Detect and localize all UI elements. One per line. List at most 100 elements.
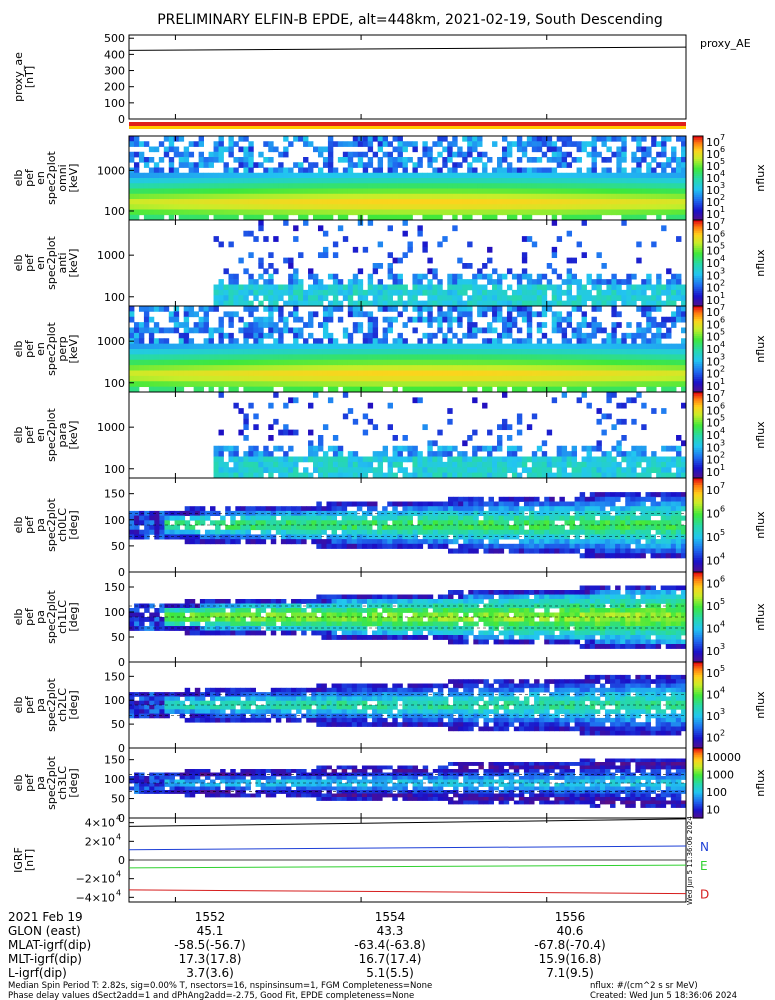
spectrogram-cell — [427, 157, 433, 163]
spectrogram-cell — [551, 268, 558, 275]
spectrogram-cell — [556, 273, 563, 280]
spectrogram-cell — [601, 178, 607, 184]
spectrogram-cell — [311, 529, 317, 535]
spectrogram-cell — [457, 162, 463, 168]
spectrogram-cell — [611, 472, 617, 479]
spectrogram-cell — [235, 529, 241, 535]
spectrogram-cell — [332, 183, 339, 189]
spectrogram-cell — [213, 472, 219, 479]
spectrogram-cell — [601, 141, 607, 147]
spectrogram-cell — [173, 178, 180, 184]
spectrogram-cell — [213, 209, 219, 216]
spectrogram-cell — [541, 467, 548, 474]
spectrogram-cell — [193, 381, 200, 388]
spectrogram-cell — [442, 178, 448, 184]
spectrogram-cell — [531, 349, 538, 355]
spectrogram-cell — [337, 467, 344, 474]
spectrogram-cell — [313, 386, 319, 393]
spectrogram-cell — [233, 284, 239, 291]
spectrogram-cell — [621, 381, 627, 388]
spectrogram-cell — [579, 520, 586, 526]
spectrogram-cell — [518, 515, 525, 521]
spectrogram-cell — [298, 365, 304, 371]
spectrogram-cell — [472, 279, 478, 285]
spectrogram-cell — [362, 151, 369, 158]
spectrogram-cell — [258, 284, 264, 291]
spectrogram-cell — [635, 553, 641, 559]
spectrogram-cell — [203, 157, 209, 163]
spectrogram-cell — [544, 520, 550, 526]
spectrogram-cell — [571, 445, 577, 452]
spectrogram-cell — [671, 349, 677, 355]
spectrogram-cell — [372, 375, 379, 382]
spectrogram-cell — [559, 539, 565, 545]
spectrogram-cell — [561, 349, 568, 355]
spectrogram-cell — [377, 381, 384, 388]
spectrogram-spec_perp — [129, 306, 687, 393]
spectrogram-cell — [275, 529, 282, 535]
spectrogram-cell — [258, 300, 264, 307]
spectrogram-cell — [497, 199, 503, 205]
spectrogram-cell — [615, 543, 621, 549]
spectrogram-cell — [303, 300, 309, 307]
spectrogram-cell — [611, 295, 617, 302]
spectrogram-cell — [511, 273, 518, 280]
spectrogram-cell — [198, 370, 204, 377]
spectrogram-cell — [263, 141, 269, 147]
spectrogram-cell — [402, 354, 408, 361]
spectrogram-cell — [268, 141, 274, 147]
spectrogram-cell — [546, 136, 553, 142]
spectrogram-cell — [511, 193, 518, 200]
spectrogram-cell — [586, 204, 592, 210]
spectrogram-cell — [218, 284, 224, 291]
spectrogram-cell — [427, 375, 433, 382]
spectrogram-cell — [253, 349, 259, 355]
spectrogram-cell — [626, 332, 632, 339]
spectrogram-cell — [218, 365, 224, 371]
spectrogram-cell — [422, 193, 428, 200]
spectrogram-cell — [477, 289, 483, 296]
spectrogram-cell — [526, 188, 533, 195]
spectrogram-cell — [402, 525, 408, 531]
spectrogram-cell — [616, 157, 622, 163]
spectrogram-cell — [546, 167, 553, 174]
spectrogram-cell — [681, 375, 687, 382]
spectrogram-cell — [448, 515, 454, 521]
spectrogram-cell — [143, 306, 150, 312]
spectrogram-cell — [566, 162, 573, 168]
spectrogram-cell — [551, 386, 558, 393]
spectrogram-cell — [392, 279, 398, 285]
spectrogram-cell — [576, 343, 582, 350]
spectrogram-cell — [273, 172, 279, 179]
spectrogram-cell — [671, 204, 677, 210]
spectrogram-cell — [501, 461, 508, 468]
spectrogram-cell — [493, 520, 500, 526]
spectrogram-cell — [616, 162, 622, 168]
spectrogram-cell — [437, 525, 444, 531]
spectrogram-cell — [377, 214, 384, 221]
spectrogram-cell — [382, 539, 388, 545]
spectrogram-cell — [199, 515, 206, 521]
spectrogram-cell — [675, 525, 682, 531]
spectrogram-cell — [681, 306, 687, 312]
spectrogram-cell — [427, 151, 433, 158]
spectrogram-cell — [497, 338, 503, 345]
spectrogram-cell — [148, 316, 155, 323]
spectrogram-cell — [129, 343, 135, 350]
spectrogram-cell — [367, 141, 374, 147]
spectrogram-cell — [645, 539, 651, 545]
spectrogram-cell — [581, 300, 587, 307]
spectrogram-cell — [447, 386, 453, 393]
spectrogram-cell — [148, 365, 155, 371]
spectrogram-cell — [661, 225, 667, 232]
spectrogram-cell — [506, 183, 513, 189]
spectrogram-cell — [377, 534, 383, 540]
spectrogram-cell — [352, 204, 359, 210]
spectrogram-cell — [278, 188, 284, 195]
spectrogram-cell — [258, 338, 264, 345]
spectrogram-cell — [631, 178, 637, 184]
spectrogram-cell — [477, 157, 483, 163]
spectrogram-cell — [367, 284, 374, 291]
spectrogram-cell — [681, 461, 687, 468]
spectrogram-cell — [248, 375, 254, 382]
